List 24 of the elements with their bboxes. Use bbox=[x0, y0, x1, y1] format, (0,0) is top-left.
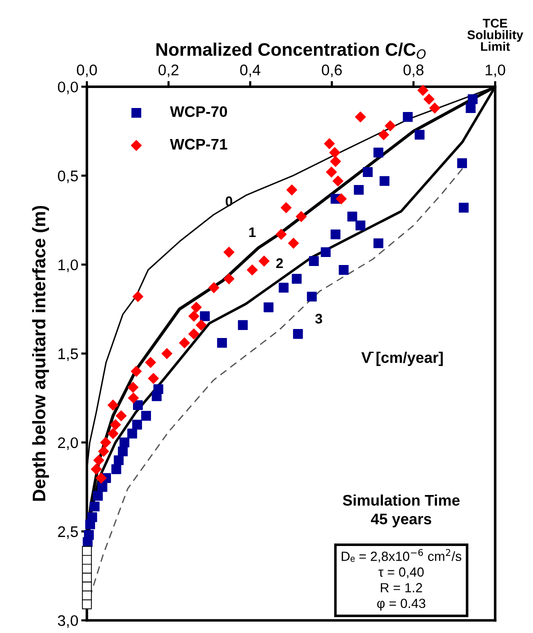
text: Dₑ = 2,8x10$^{−6}$ cm$^{2}$/s τ = 0,40 R = 1.2 φ = 0.43 bbox=[342, 548, 462, 611]
y-tick-label: 2,0 bbox=[58, 437, 78, 450]
x-tick-label: 0,6 bbox=[322, 64, 342, 78]
x-tick-label: 0,2 bbox=[158, 64, 178, 78]
y-axis-title: Depth below aquitard interface (m) bbox=[32, 206, 49, 501]
y-tick-label: 1,0 bbox=[58, 259, 78, 272]
x-axis-title: Normalized Concentration C/C$_{O}$ bbox=[156, 42, 426, 59]
y-tick-label: 1,5 bbox=[58, 348, 78, 362]
x-tick-label: 0,0 bbox=[76, 64, 97, 78]
x-tick-label: 0,4 bbox=[240, 64, 260, 78]
y-tick-label: 3,0 bbox=[58, 615, 78, 628]
y-tick-label: 2,5 bbox=[58, 526, 78, 539]
x-tick-label: 0,8 bbox=[403, 64, 424, 78]
annotation: 3 bbox=[315, 314, 322, 324]
annotation: TCE Solubility Limit bbox=[467, 18, 524, 51]
y-tick-label: 0,0 bbox=[58, 82, 78, 94]
annotation: Simulation Time 45 years bbox=[342, 494, 460, 528]
annotation: V̄ [cm/year] bbox=[361, 352, 443, 366]
annotation: 1 bbox=[249, 228, 256, 238]
legend-label: WCP-71 bbox=[170, 138, 228, 150]
x-tick-label: 1,0 bbox=[486, 64, 506, 78]
y-tick-label: 0,5 bbox=[58, 170, 78, 184]
legend-label: WCP-70 bbox=[170, 106, 228, 118]
annotation: 2 bbox=[276, 258, 283, 268]
